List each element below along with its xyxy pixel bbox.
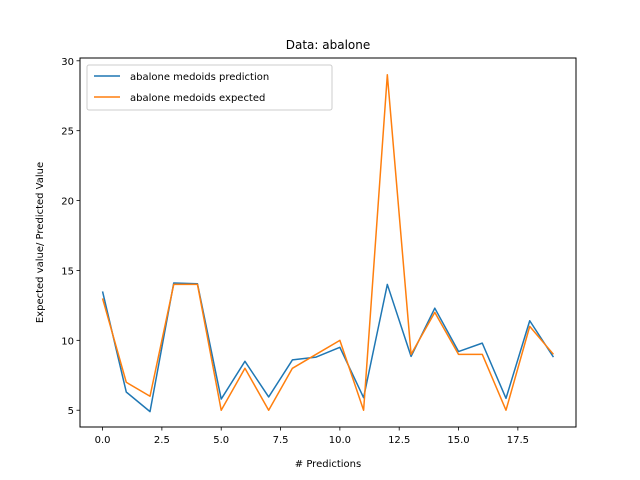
x-tick-label: 10.0 xyxy=(329,435,351,446)
x-axis-ticks: 0.0 2.5 5.0 7.5 10.0 12.5 15.0 17.5 xyxy=(95,427,529,446)
y-axis-label: Expected value/ Predicted Value xyxy=(35,162,46,323)
y-tick-label: 20 xyxy=(61,197,74,208)
legend: abalone medoids prediction abalone medoi… xyxy=(86,64,333,111)
chart-title: Data: abalone xyxy=(286,38,371,52)
series-line-expected xyxy=(101,74,555,411)
x-tick-label: 2.5 xyxy=(154,435,170,446)
x-tick-label: 5.0 xyxy=(213,435,229,446)
y-axis-ticks: 5 10 15 20 25 30 xyxy=(61,57,80,417)
y-tick-label: 5 xyxy=(68,406,74,417)
y-tick-label: 10 xyxy=(61,336,74,347)
legend-label-expected: abalone medoids expected xyxy=(130,93,265,104)
x-tick-label: 7.5 xyxy=(273,435,289,446)
y-tick-label: 30 xyxy=(61,57,74,68)
x-tick-label: 17.5 xyxy=(507,435,529,446)
plot-frame xyxy=(79,57,577,428)
x-tick-label: 12.5 xyxy=(388,435,410,446)
legend-label-prediction: abalone medoids prediction xyxy=(130,72,269,83)
y-tick-label: 25 xyxy=(61,127,74,138)
x-tick-label: 15.0 xyxy=(447,435,469,446)
legend-box xyxy=(86,64,333,111)
plot-area xyxy=(80,58,576,427)
series-line-prediction xyxy=(101,282,555,413)
series-layer xyxy=(101,74,555,413)
x-tick-label: 0.0 xyxy=(95,435,111,446)
x-axis-label: # Predictions xyxy=(295,459,361,470)
y-tick-label: 15 xyxy=(61,266,74,277)
